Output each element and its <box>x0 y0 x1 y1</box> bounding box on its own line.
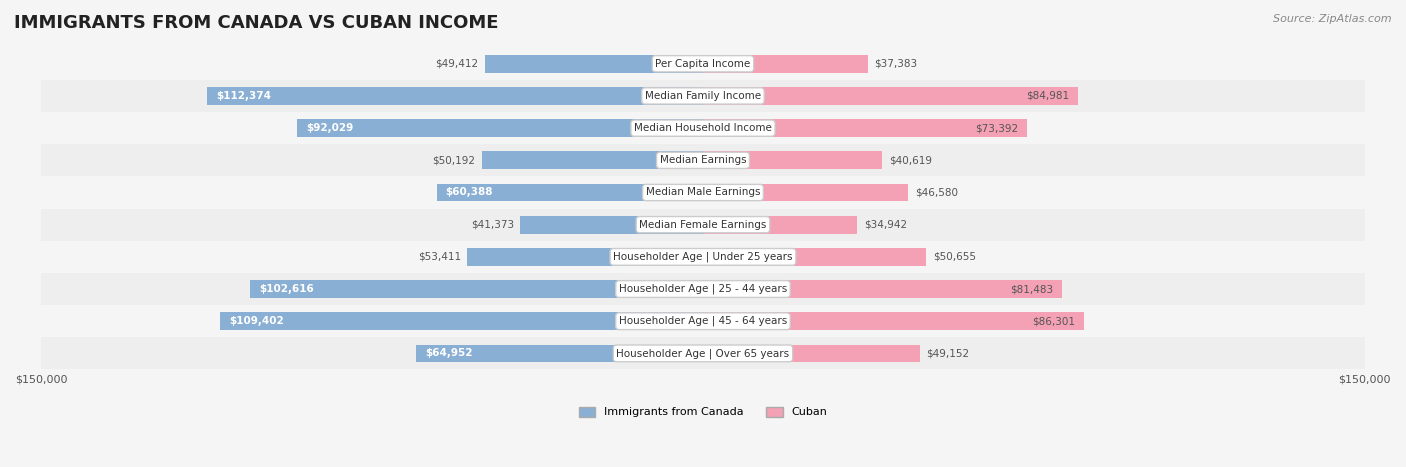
Bar <box>520 216 703 234</box>
Text: $64,952: $64,952 <box>425 348 472 358</box>
Text: $81,483: $81,483 <box>1011 284 1053 294</box>
FancyBboxPatch shape <box>41 273 1365 305</box>
Text: Householder Age | 25 - 44 years: Householder Age | 25 - 44 years <box>619 284 787 294</box>
Bar <box>482 151 703 169</box>
FancyBboxPatch shape <box>41 241 1365 273</box>
Text: Median Earnings: Median Earnings <box>659 156 747 165</box>
FancyBboxPatch shape <box>41 337 1365 369</box>
Text: $46,580: $46,580 <box>915 187 957 198</box>
Bar <box>703 280 1063 298</box>
Text: $109,402: $109,402 <box>229 316 284 326</box>
Bar <box>703 184 908 201</box>
Bar <box>703 248 927 266</box>
Legend: Immigrants from Canada, Cuban: Immigrants from Canada, Cuban <box>574 402 832 422</box>
FancyBboxPatch shape <box>41 144 1365 177</box>
Text: $41,373: $41,373 <box>471 219 513 230</box>
Text: Householder Age | 45 - 64 years: Householder Age | 45 - 64 years <box>619 316 787 326</box>
Bar <box>703 55 868 73</box>
FancyBboxPatch shape <box>41 80 1365 112</box>
FancyBboxPatch shape <box>41 112 1365 144</box>
Text: $102,616: $102,616 <box>259 284 314 294</box>
Bar <box>703 216 858 234</box>
Text: IMMIGRANTS FROM CANADA VS CUBAN INCOME: IMMIGRANTS FROM CANADA VS CUBAN INCOME <box>14 14 499 32</box>
Text: $49,412: $49,412 <box>436 59 478 69</box>
FancyBboxPatch shape <box>41 305 1365 337</box>
Bar <box>703 87 1078 105</box>
Text: $49,152: $49,152 <box>927 348 970 358</box>
Bar <box>416 345 703 362</box>
Text: $37,383: $37,383 <box>875 59 918 69</box>
Bar <box>703 345 920 362</box>
Text: $60,388: $60,388 <box>446 187 494 198</box>
Bar <box>437 184 703 201</box>
Text: Median Family Income: Median Family Income <box>645 91 761 101</box>
Text: $92,029: $92,029 <box>307 123 353 133</box>
Text: $50,655: $50,655 <box>934 252 976 262</box>
FancyBboxPatch shape <box>41 48 1365 80</box>
Text: Per Capita Income: Per Capita Income <box>655 59 751 69</box>
Text: Householder Age | Under 25 years: Householder Age | Under 25 years <box>613 252 793 262</box>
Text: Median Male Earnings: Median Male Earnings <box>645 187 761 198</box>
Text: $86,301: $86,301 <box>1032 316 1076 326</box>
FancyBboxPatch shape <box>41 177 1365 209</box>
Bar <box>297 119 703 137</box>
Text: $84,981: $84,981 <box>1026 91 1069 101</box>
Text: $40,619: $40,619 <box>889 156 932 165</box>
Text: $112,374: $112,374 <box>217 91 271 101</box>
Bar <box>207 87 703 105</box>
Text: $50,192: $50,192 <box>432 156 475 165</box>
Bar <box>703 151 882 169</box>
Bar <box>467 248 703 266</box>
Bar <box>250 280 703 298</box>
FancyBboxPatch shape <box>41 209 1365 241</box>
Text: Householder Age | Over 65 years: Householder Age | Over 65 years <box>616 348 790 359</box>
Text: $34,942: $34,942 <box>863 219 907 230</box>
Text: Median Female Earnings: Median Female Earnings <box>640 219 766 230</box>
Text: Source: ZipAtlas.com: Source: ZipAtlas.com <box>1274 14 1392 24</box>
Bar <box>485 55 703 73</box>
Text: $53,411: $53,411 <box>418 252 461 262</box>
Text: Median Household Income: Median Household Income <box>634 123 772 133</box>
Bar <box>703 312 1084 330</box>
Bar <box>221 312 703 330</box>
Bar <box>703 119 1026 137</box>
Text: $73,392: $73,392 <box>974 123 1018 133</box>
